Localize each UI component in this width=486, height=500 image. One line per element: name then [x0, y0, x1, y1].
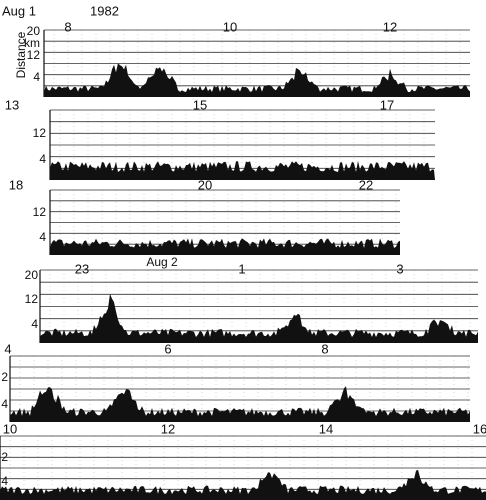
hour-label: 1	[238, 261, 245, 276]
echo-band	[40, 293, 478, 343]
year: 1982	[90, 3, 119, 18]
hour-label: 10	[3, 421, 17, 436]
hour-label: 10	[223, 19, 237, 34]
echo-band	[44, 63, 470, 97]
distance-label: 4	[39, 230, 46, 244]
axis-label: Distance	[14, 31, 28, 78]
distance-label: 4	[1, 397, 8, 411]
hour-label: 6	[164, 341, 171, 356]
distance-label: 2	[1, 370, 8, 384]
hour-label: 4	[4, 341, 11, 356]
hour-label: 15	[193, 97, 207, 112]
distance-label: 4	[31, 317, 38, 331]
distance-label: 4	[1, 474, 8, 488]
hour-label: 14	[319, 421, 333, 436]
distance-label: 12	[27, 48, 41, 62]
hour-label: 3	[396, 261, 403, 276]
hour-label: 16	[473, 421, 486, 436]
distance-label: 4	[33, 70, 40, 84]
echo-band	[10, 386, 470, 422]
distance-label: 12	[33, 126, 47, 140]
echo-band	[0, 469, 486, 500]
hour-label: 18	[9, 177, 23, 192]
hour-label: 17	[380, 97, 394, 112]
hour-label: 12	[161, 421, 175, 436]
distance-label: 4	[39, 152, 46, 166]
hour-label: 12	[383, 19, 397, 34]
hour-label: 20	[198, 177, 212, 192]
distance-label: 2	[1, 450, 8, 464]
hour-label: 8	[321, 341, 328, 356]
distance-label: 20	[27, 24, 41, 38]
distance-label: 12	[25, 292, 39, 306]
date-label: Aug 2	[146, 255, 178, 269]
hour-label: 13	[5, 97, 19, 112]
axis-unit: km	[24, 36, 40, 50]
distance-label: 20	[25, 268, 39, 282]
distance-label: 12	[33, 205, 47, 219]
echo-band	[50, 238, 400, 255]
hour-label: 22	[359, 177, 373, 192]
date: Aug 1	[2, 3, 36, 18]
hour-label: 8	[64, 19, 71, 34]
echo-band	[50, 160, 435, 180]
hour-label: 23	[75, 261, 89, 276]
